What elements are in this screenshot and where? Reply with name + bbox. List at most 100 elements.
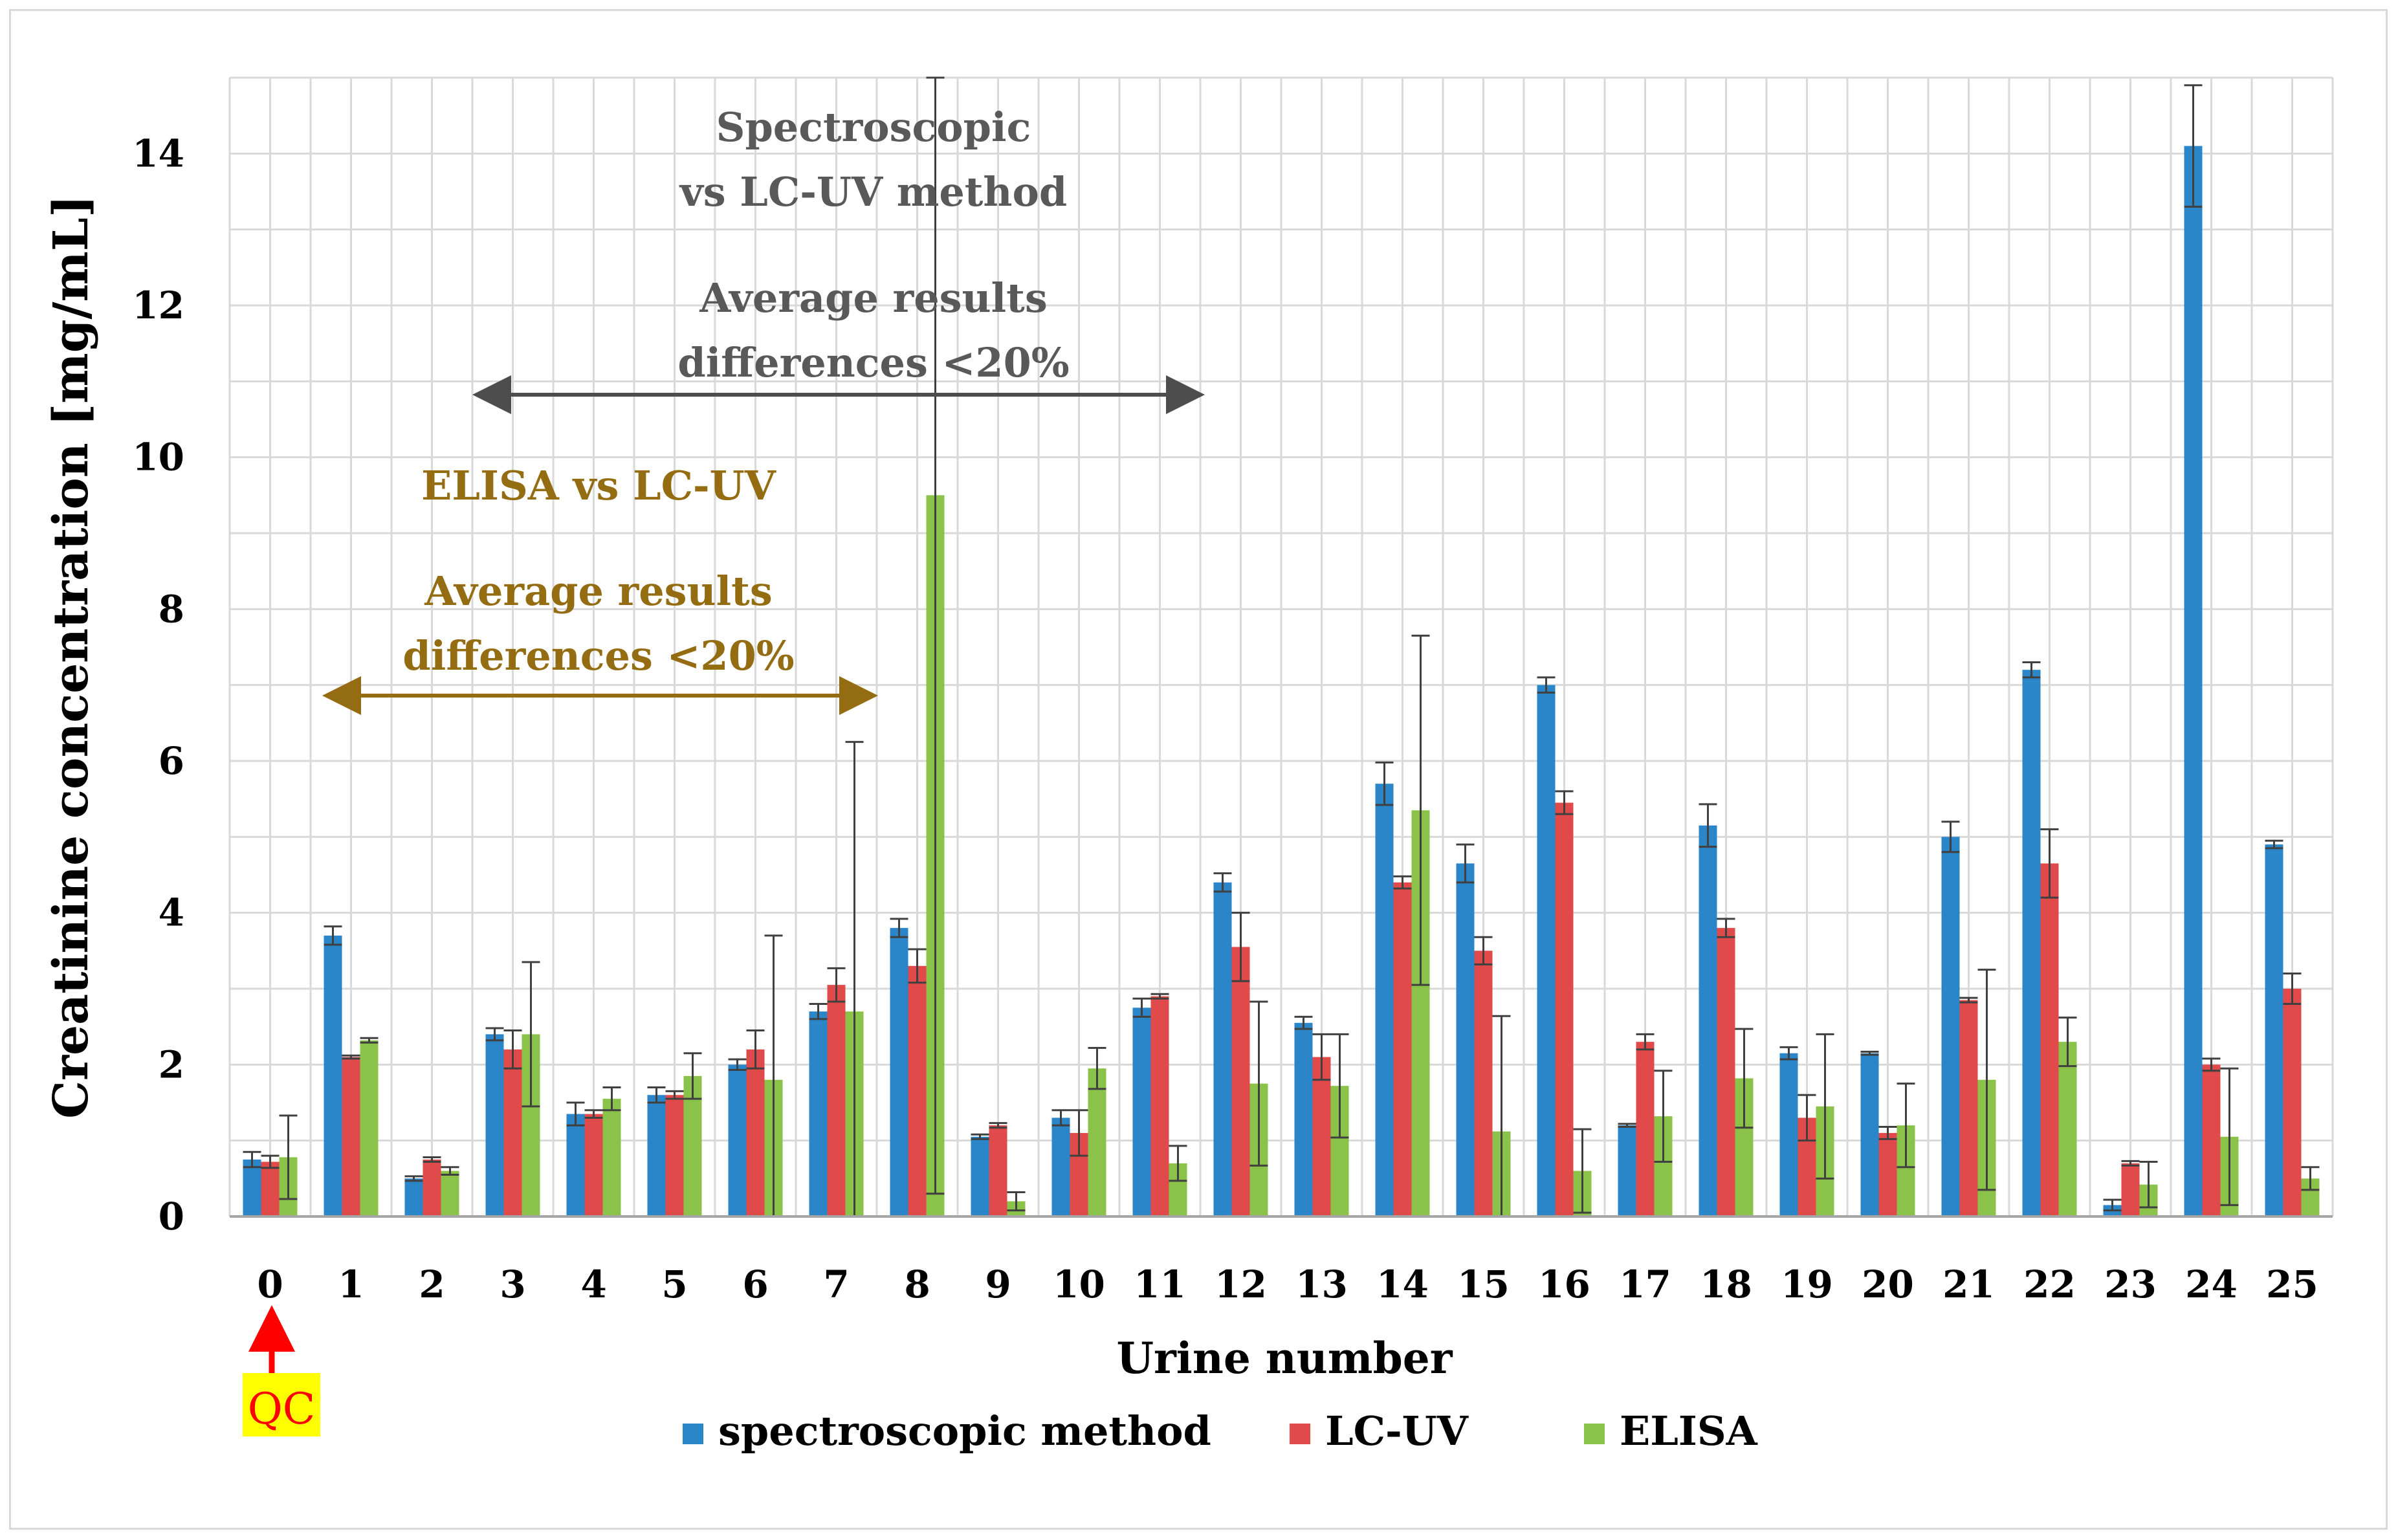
bar-spectroscopic-method	[1132, 1007, 1151, 1216]
annotation-spec-title2: vs LC-UV method	[679, 168, 1067, 215]
bar-spectroscopic-method	[1537, 685, 1556, 1216]
bar-lc-uv	[261, 1161, 280, 1216]
bar-lc-uv	[584, 1114, 603, 1216]
annotation-spec-title1: Spectroscopic	[716, 104, 1031, 151]
bar-lc-uv	[989, 1125, 1007, 1216]
bar-spectroscopic-method	[728, 1064, 747, 1216]
bar-spectroscopic-method	[809, 1011, 828, 1216]
y-axis-label: Creatinine concentration [mg/mL]	[43, 195, 99, 1119]
x-tick-label: 17	[1619, 1262, 1671, 1306]
x-tick-label: 14	[1376, 1262, 1429, 1306]
bar-lc-uv	[2121, 1163, 2140, 1216]
bar-lc-uv	[665, 1095, 684, 1216]
bar-lc-uv	[342, 1057, 360, 1216]
bar-spectroscopic-method	[1051, 1117, 1070, 1216]
x-tick-label: 6	[742, 1262, 768, 1306]
bar-spectroscopic-method	[1860, 1053, 1879, 1216]
bar-spectroscopic-method	[2022, 670, 2041, 1216]
errors-layer	[243, 76, 2320, 1218]
bar-spectroscopic-method	[1618, 1125, 1636, 1216]
bar-elisa	[1088, 1068, 1106, 1216]
annotation-elisa-line2: differences <20%	[402, 632, 794, 679]
bar-lc-uv	[2040, 863, 2059, 1216]
x-tick-label: 3	[500, 1262, 525, 1306]
bar-lc-uv	[1878, 1132, 1897, 1216]
x-tick-label: 9	[985, 1262, 1011, 1306]
x-axis-label: Urine number	[1116, 1333, 1453, 1383]
x-tick-label: 7	[823, 1262, 849, 1306]
x-tick-label: 19	[1781, 1262, 1833, 1306]
bar-lc-uv	[1636, 1042, 1655, 1216]
qc-label: QC	[248, 1384, 316, 1434]
bar-lc-uv	[827, 985, 846, 1216]
y-tick-label: 8	[159, 587, 184, 631]
annotation-elisa-line1: Average results	[424, 567, 772, 615]
bar-elisa	[2058, 1042, 2077, 1216]
bar-lc-uv	[1312, 1057, 1331, 1216]
bar-spectroscopic-method	[647, 1095, 666, 1216]
x-tick-label: 11	[1134, 1262, 1186, 1306]
y-tick-label: 2	[159, 1042, 184, 1086]
bar-lc-uv	[1717, 928, 1735, 1216]
bar-spectroscopic-method	[1375, 784, 1394, 1216]
bar-spectroscopic-method	[243, 1160, 261, 1216]
bar-lc-uv	[2202, 1064, 2221, 1216]
bar-spectroscopic-method	[2184, 146, 2203, 1217]
legend-swatch-elisa	[1584, 1424, 1605, 1444]
x-tick-label: 15	[1457, 1262, 1510, 1306]
x-tick-label: 13	[1295, 1262, 1348, 1306]
annotation-elisa-title: ELISA vs LC-UV	[421, 462, 776, 509]
bar-lc-uv	[1959, 1000, 1978, 1216]
x-tick-label: 0	[257, 1262, 283, 1306]
legend-label-elisa: ELISA	[1620, 1407, 1758, 1455]
legend-swatch-spectroscopic	[683, 1424, 703, 1444]
bar-spectroscopic-method	[1213, 882, 1232, 1216]
y-tick-label: 12	[132, 283, 184, 327]
bar-lc-uv	[423, 1160, 441, 1216]
x-tick-label: 5	[661, 1262, 687, 1306]
y-tick-label: 6	[159, 739, 184, 783]
chart-frame	[9, 9, 2388, 1530]
bar-spectroscopic-method	[1456, 863, 1475, 1216]
bar-spectroscopic-method	[971, 1136, 989, 1216]
bars-layer	[243, 146, 2320, 1217]
bar-spectroscopic-method	[1699, 825, 1717, 1216]
bar-lc-uv	[1393, 882, 1412, 1216]
bar-spectroscopic-method	[485, 1034, 504, 1216]
bar-elisa	[360, 1040, 379, 1216]
y-tick-label: 4	[159, 891, 184, 935]
y-tick-label: 10	[132, 435, 184, 479]
x-tick-label: 25	[2266, 1262, 2318, 1306]
bar-spectroscopic-method	[1941, 837, 1960, 1216]
y-tick-label: 14	[132, 131, 184, 175]
bar-elisa	[441, 1171, 459, 1216]
bar-lc-uv	[908, 965, 927, 1216]
qc-highlight	[243, 1373, 320, 1436]
bar-spectroscopic-method	[404, 1178, 423, 1216]
bar-spectroscopic-method	[1294, 1022, 1313, 1216]
annotation-spec-line1: Average results	[699, 274, 1047, 322]
legend-swatch-lcuv	[1290, 1424, 1310, 1444]
x-tick-label: 24	[2185, 1262, 2238, 1306]
annotation-spec-line2: differences <20%	[677, 339, 1069, 386]
x-tick-label: 1	[338, 1262, 364, 1306]
x-tick-label: 16	[1538, 1262, 1590, 1306]
x-tick-label: 20	[1862, 1262, 1914, 1306]
legend-label-spectroscopic: spectroscopic method	[718, 1407, 1211, 1455]
bar-lc-uv	[746, 1049, 765, 1216]
bar-lc-uv	[1231, 947, 1250, 1216]
x-tick-label: 8	[904, 1262, 930, 1306]
bar-lc-uv	[503, 1049, 522, 1216]
bar-spectroscopic-method	[566, 1114, 585, 1216]
bar-elisa	[602, 1099, 621, 1216]
legend-label-lcuv: LC-UV	[1325, 1407, 1469, 1455]
y-tick-label: 0	[159, 1194, 184, 1238]
x-tick-label: 10	[1053, 1262, 1105, 1306]
bar-spectroscopic-method	[324, 935, 342, 1216]
bar-lc-uv	[1555, 802, 1574, 1216]
bar-spectroscopic-method	[1779, 1053, 1798, 1216]
x-tick-label: 4	[580, 1262, 606, 1306]
bar-lc-uv	[1474, 951, 1493, 1216]
